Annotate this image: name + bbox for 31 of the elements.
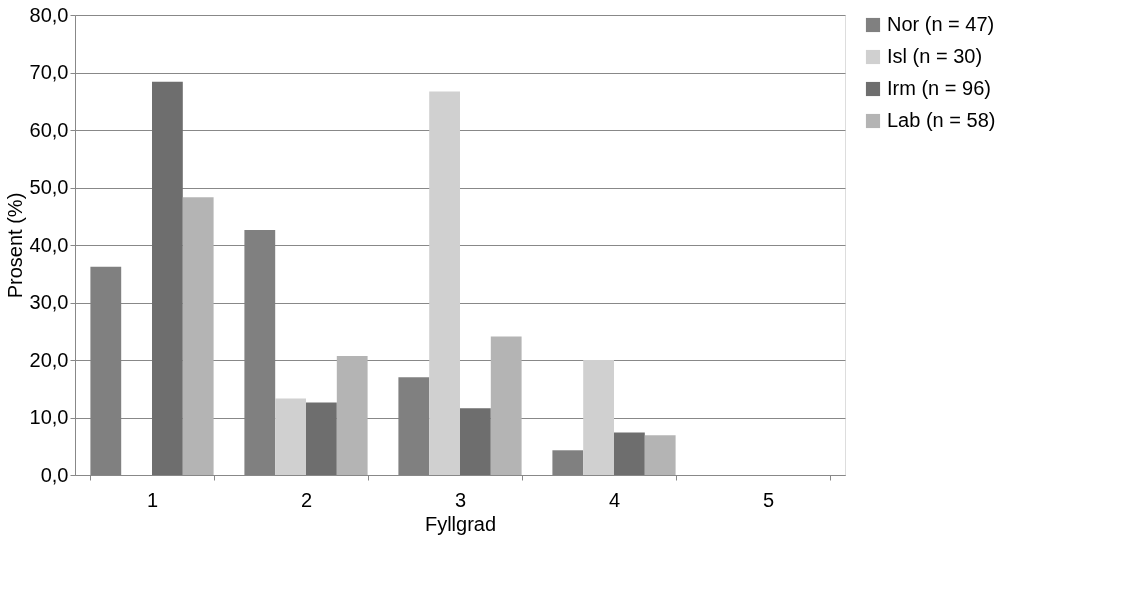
bar (275, 398, 306, 475)
bar (336, 355, 368, 475)
y-tick-label: 0,0 (40, 463, 69, 486)
bar (306, 402, 337, 475)
legend-label: Nor (n = 47) (887, 13, 995, 35)
y-tick-label: 10,0 (29, 406, 69, 428)
y-tick-label: 40,0 (29, 233, 69, 256)
y-tick-label: 30,0 (29, 291, 69, 313)
bar (644, 435, 676, 475)
legend-label: Isl (n = 30) (887, 45, 983, 67)
x-tick-label: 3 (454, 488, 467, 511)
x-tick-label: 1 (146, 488, 159, 511)
bar (583, 360, 614, 475)
y-tick-label: 70,0 (29, 61, 69, 83)
bar (152, 81, 183, 475)
x-axis-title: Fyllgrad (424, 512, 497, 535)
y-tick-label: 50,0 (29, 176, 69, 198)
legend-label: Irm (n = 96) (887, 77, 991, 99)
y-tick-label: 60,0 (29, 118, 69, 141)
bar (490, 336, 522, 475)
bar (614, 432, 645, 475)
x-tick-label: 2 (300, 488, 313, 511)
y-tick-label: 80,0 (29, 3, 69, 26)
y-axis-title: Prosent (%) (3, 192, 26, 299)
x-tick-label: 4 (608, 488, 621, 511)
legend-label: Lab (n = 58) (887, 109, 996, 131)
y-tick-label: 20,0 (29, 348, 69, 371)
bar (429, 91, 460, 475)
bar (182, 197, 214, 475)
bar (460, 408, 491, 475)
x-tick-label: 5 (762, 488, 775, 511)
